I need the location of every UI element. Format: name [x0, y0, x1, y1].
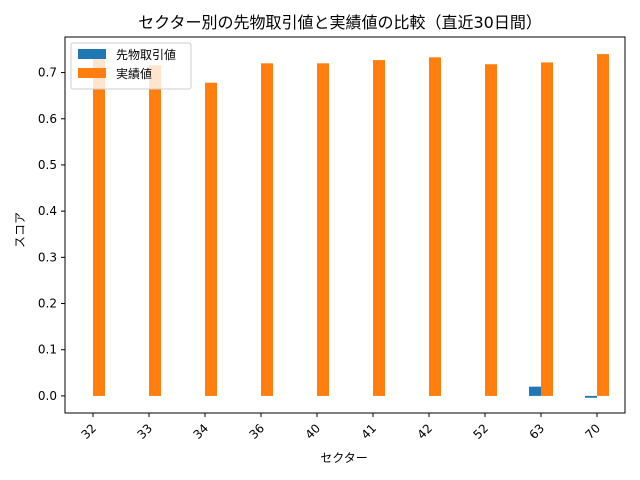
- x-tick-label: 32: [78, 421, 99, 442]
- y-tick-label: 0.7: [38, 66, 57, 80]
- x-tick-label: 42: [414, 421, 435, 442]
- legend-swatch-actual: [78, 68, 106, 78]
- bar-futures-70: [585, 395, 597, 398]
- x-tick-label: 52: [470, 421, 491, 442]
- x-tick-label: 36: [246, 421, 267, 442]
- legend-label-futures: 先物取引値: [116, 47, 176, 62]
- y-tick-label: 0.6: [38, 112, 57, 126]
- legend-swatch-futures: [78, 49, 106, 59]
- bar-actual-41: [373, 60, 385, 396]
- bar-actual-36: [261, 63, 273, 396]
- bar-futures-63: [529, 386, 541, 396]
- plot-frame: [64, 36, 626, 414]
- x-tick-label: 70: [582, 421, 603, 442]
- chart-title: セクター別の先物取引値と実績値の比較（直近30日間）: [138, 13, 542, 32]
- bar-actual-70: [597, 54, 609, 396]
- legend-label-actual: 実績値: [116, 66, 152, 81]
- x-tick-label: 63: [526, 421, 547, 442]
- y-tick-label: 0.5: [38, 158, 57, 172]
- x-tick-label: 34: [190, 421, 211, 442]
- y-tick-label: 0.1: [38, 343, 57, 357]
- bar-actual-52: [485, 64, 497, 396]
- plot-area: [64, 36, 626, 414]
- y-tick-label: 0.3: [38, 250, 57, 264]
- x-tick-label: 33: [134, 421, 155, 442]
- bar-actual-40: [317, 63, 329, 396]
- bar-actual-42: [429, 57, 441, 396]
- y-tick-label: 0.4: [38, 204, 57, 218]
- y-tick-label: 0.2: [38, 297, 57, 311]
- bar-actual-33: [149, 65, 161, 396]
- x-axis-title: セクター: [320, 451, 368, 465]
- y-tick-label: 0.0: [38, 389, 57, 403]
- x-tick-label: 41: [358, 421, 379, 442]
- bar-actual-63: [541, 62, 553, 396]
- x-tick-label: 40: [302, 421, 323, 442]
- bar-actual-34: [205, 82, 217, 396]
- y-axis: 0.0 0.1 0.2 0.3 0.4 0.5 0.6 0.7: [38, 66, 65, 403]
- y-axis-title: スコア: [13, 212, 27, 248]
- bar-actual-32: [93, 55, 105, 396]
- x-axis: 32 33 34 36 40 41 42 52 63 70: [78, 413, 603, 442]
- legend: 先物取引値 実績値: [70, 42, 192, 90]
